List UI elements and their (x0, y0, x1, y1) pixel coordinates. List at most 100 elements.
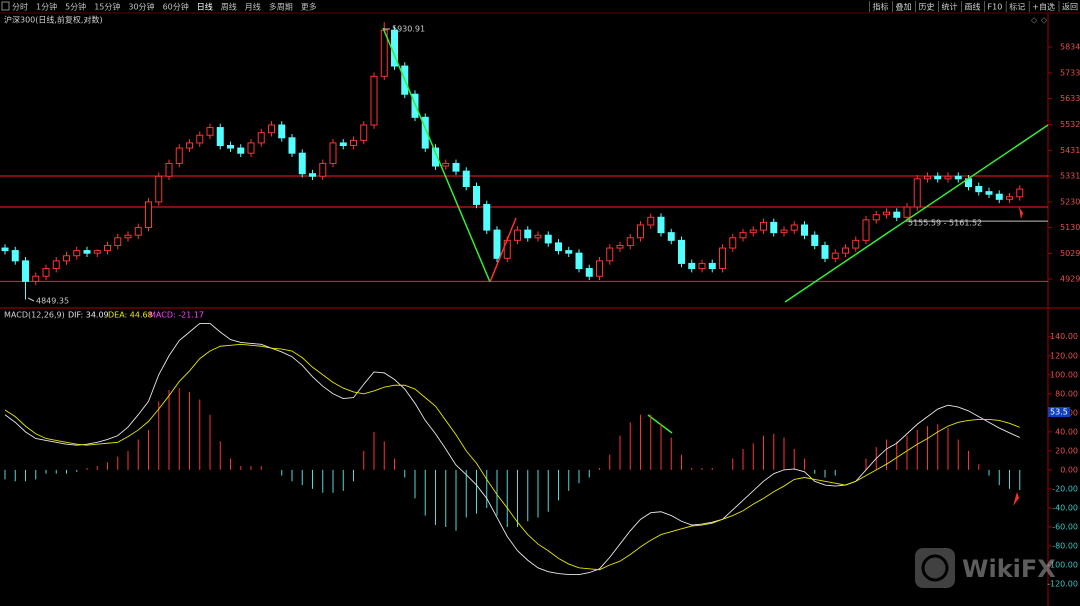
candle-body (739, 232, 747, 239)
candle-body (493, 229, 501, 259)
candle-body (11, 250, 19, 262)
toolbar-button[interactable]: 历史 (919, 2, 935, 12)
y-tick-label: 100.00 (1050, 370, 1078, 379)
y-tick-label: -60.00 (1052, 522, 1078, 531)
candle-body (585, 268, 593, 277)
candle-body (175, 147, 183, 164)
toolbar-button[interactable]: 叠加 (896, 2, 912, 12)
candle-body (329, 142, 337, 164)
y-tick-label: 5331 (1060, 172, 1080, 181)
toolbar-button[interactable]: +自选 (1032, 2, 1055, 12)
candle-body (237, 147, 245, 154)
legend-dea: DEA: 44.68 (108, 311, 153, 320)
y-tick-label: 80.00 (1055, 389, 1078, 398)
toolbar-tab[interactable]: 多周期 (269, 2, 293, 12)
toolbar-tab[interactable]: 周线 (221, 2, 237, 12)
candle-body (626, 237, 634, 246)
candle-body (155, 175, 163, 203)
toolbar-tab[interactable]: 月线 (245, 2, 261, 12)
candle-body (883, 211, 890, 216)
y-tick-label: 5834 (1060, 43, 1080, 52)
candle-body (52, 260, 60, 270)
candle-body (134, 227, 142, 236)
candle-body (647, 216, 655, 226)
candle-body (821, 244, 829, 259)
toolbar-tab[interactable]: 60分钟 (163, 2, 189, 12)
low-annotation: 4849.35 (36, 297, 69, 306)
candle-body (278, 124, 286, 139)
y-tick-label: -40.00 (1052, 503, 1078, 512)
y-tick-label: 5633 (1060, 94, 1080, 103)
candle-body (165, 162, 173, 177)
candle-body (729, 237, 737, 249)
arrow-line (647, 414, 673, 434)
candle-body (114, 237, 122, 246)
y-tick-label: -80.00 (1052, 541, 1078, 550)
y-tick-label: 0.00 (1060, 465, 1078, 474)
candle-body (985, 191, 993, 195)
candle-body (596, 260, 603, 277)
candle-body (309, 173, 316, 177)
candle-body (780, 229, 788, 234)
candle-body (350, 139, 357, 147)
toolbar-button[interactable]: F10 (988, 3, 1003, 12)
candle-body (83, 250, 91, 254)
y-tick-label: 5733 (1060, 68, 1080, 77)
toolbar-tab[interactable]: 分时 (12, 2, 28, 12)
range-annotation: 5155.59 - 5161.52 (908, 219, 982, 228)
toolbar-button[interactable]: 返回 (1062, 3, 1078, 12)
candle-body (934, 175, 942, 180)
candle-body (196, 134, 204, 144)
candle-body (852, 239, 860, 249)
candle-body (288, 137, 296, 154)
candle-body (319, 162, 327, 177)
y-tick-label: 20.00 (1055, 446, 1078, 455)
diamond-icon: ◇ (1041, 16, 1048, 25)
candle-body (462, 170, 470, 188)
arrow-marker (1019, 207, 1023, 219)
toolbar-button[interactable]: 标记 (1009, 2, 1025, 12)
toolbar-tab[interactable]: 30分钟 (128, 2, 154, 12)
candle-body (360, 124, 368, 141)
candle-body (42, 268, 50, 277)
toolbar-tab[interactable]: 1分钟 (36, 2, 57, 12)
annotation-leader (27, 297, 35, 302)
macd-panel: 140.00120.00100.0080.0060.0040.0020.000.… (4, 322, 1078, 589)
candle-body (975, 186, 983, 193)
toolbar-tab[interactable]: 5分钟 (65, 2, 86, 12)
candle-body (73, 250, 81, 257)
trend-line (784, 124, 1049, 303)
y-tick-label: -20.00 (1052, 484, 1078, 493)
y-tick-label: -100.00 (1047, 561, 1078, 570)
toolbar-tab[interactable]: 日线 (197, 2, 213, 12)
toolbar-button[interactable]: 指标 (873, 2, 889, 12)
candle-body (944, 175, 952, 180)
candle-body (698, 262, 706, 270)
candle-body (913, 178, 921, 208)
trend-line (382, 27, 491, 283)
toolbar-tab[interactable]: 15分钟 (94, 2, 120, 12)
candle-body (247, 142, 255, 154)
candle-body (186, 142, 193, 149)
candle-body (483, 203, 491, 231)
toolbar-button[interactable]: 统计 (942, 2, 958, 12)
candle-body (770, 221, 778, 234)
y-tick-label: 5532 (1060, 120, 1080, 129)
candle-body (514, 229, 521, 241)
candle-body (93, 250, 101, 254)
toolbar-button[interactable]: 画线 (965, 2, 981, 12)
candle-body (1006, 196, 1013, 200)
candle-body (1, 247, 9, 252)
candle-body (749, 229, 757, 234)
candle-body (421, 116, 429, 149)
candle-body (667, 232, 675, 241)
candle-body (760, 221, 767, 231)
value-marker (1048, 407, 1070, 417)
candle-body (104, 244, 111, 252)
candle-body (842, 247, 849, 254)
candle-body (442, 162, 450, 167)
toolbar-tab[interactable]: 更多 (301, 2, 317, 12)
watermark: WikiFX (915, 548, 1056, 588)
candle-body (995, 193, 1003, 200)
